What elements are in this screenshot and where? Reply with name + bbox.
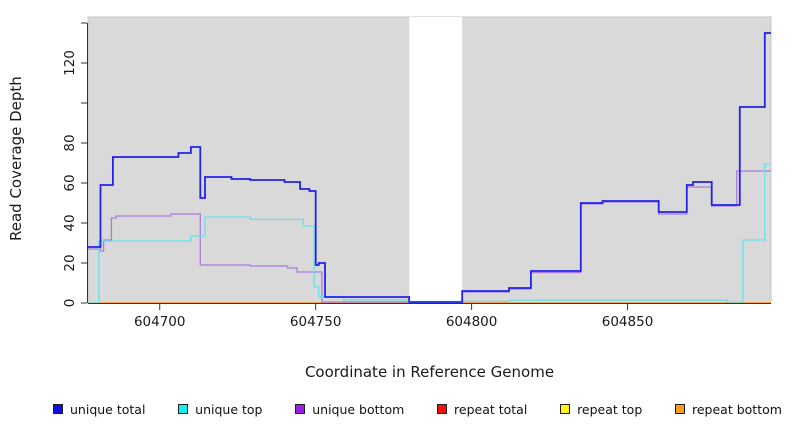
legend-swatch-unique-top	[178, 404, 189, 414]
series-unique-bottom	[88, 170, 771, 304]
y-axis-title: Read Coverage Depth	[7, 76, 25, 241]
series-unique-total	[88, 32, 771, 303]
y-tick-label: 80	[62, 134, 78, 151]
legend-item-unique-top: unique top	[178, 402, 262, 417]
legend-label-repeat-total: repeat total	[454, 401, 528, 417]
legend-item-unique-total: unique total	[53, 402, 145, 417]
legend-swatch-repeat-total	[437, 404, 448, 414]
x-tick-label: 604800	[446, 314, 498, 330]
legend-item-repeat-bottom: repeat bottom	[675, 402, 782, 417]
y-tick-label: 20	[62, 254, 78, 271]
x-tick-label: 604700	[134, 314, 186, 330]
legend-swatch-repeat-top	[560, 404, 571, 414]
y-tick-label: 120	[62, 50, 78, 76]
legend-label-repeat-bottom: repeat bottom	[692, 401, 782, 417]
legend-item-unique-bottom: unique bottom	[295, 402, 404, 417]
no-data-gap-band	[409, 17, 463, 303]
legend-item-repeat-total: repeat total	[437, 402, 527, 417]
legend-swatch-unique-total	[53, 404, 63, 414]
legend-label-unique-top: unique top	[195, 401, 263, 417]
x-axis-title: Coordinate in Reference Genome	[304, 363, 555, 381]
y-tick-label: 60	[62, 174, 78, 191]
y-tick-label: 0	[62, 299, 78, 308]
legend-swatch-repeat-bottom	[675, 404, 685, 414]
legend-label-repeat-top: repeat top	[577, 401, 643, 417]
legend-item-repeat-top: repeat top	[560, 402, 642, 417]
x-tick-label: 604750	[290, 314, 342, 330]
chart-legend: unique total unique top unique bottom repea…	[53, 399, 782, 419]
x-tick-label: 604850	[602, 314, 654, 330]
y-tick-label: 40	[62, 214, 78, 231]
legend-label-unique-bottom: unique bottom	[312, 401, 405, 417]
legend-label-unique-total: unique total	[70, 401, 146, 417]
legend-swatch-unique-bottom	[295, 404, 306, 414]
